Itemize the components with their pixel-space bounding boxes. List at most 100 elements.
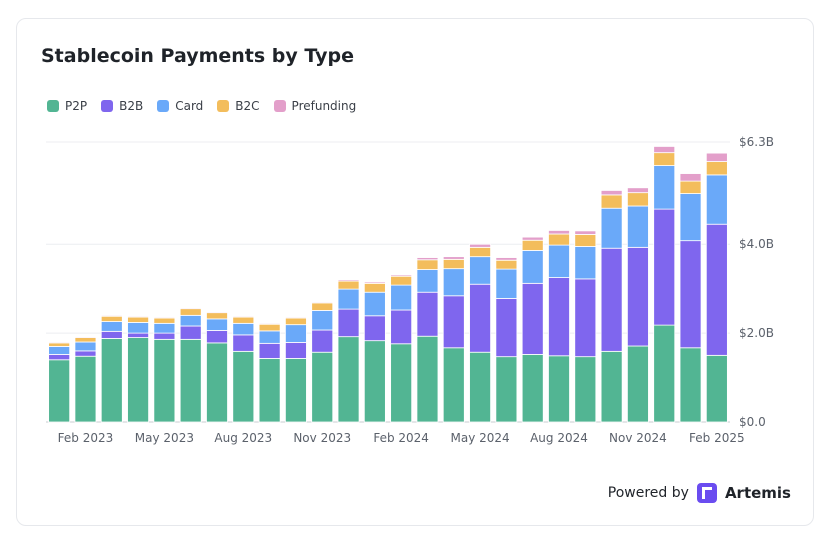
bar-segment [627, 246, 649, 347]
brand-name[interactable]: Artemis [724, 484, 791, 502]
bar-segment [74, 341, 97, 352]
bar-segment [679, 347, 702, 423]
bar-segment [258, 342, 281, 359]
legend-item-p2p[interactable]: P2P [47, 99, 87, 113]
bar-segment [127, 315, 150, 318]
bar-segment [705, 223, 728, 356]
bar-segment [627, 192, 649, 207]
bar-segment [232, 315, 255, 318]
bar-segment [574, 234, 597, 247]
chart-title: Stablecoin Payments by Type [41, 45, 354, 67]
bar-segment [705, 152, 728, 162]
x-tick-label: Feb 2025 [689, 431, 745, 445]
bar-segment [74, 350, 97, 357]
bar-segment [574, 230, 597, 235]
bar-segment [153, 322, 176, 334]
bar-segment [337, 280, 360, 290]
bar-segment [653, 146, 676, 154]
bar-segment [311, 302, 334, 311]
bar-segment [337, 279, 360, 282]
bar-segment [179, 338, 202, 423]
bar-segment [100, 338, 123, 423]
bar-segment [48, 354, 71, 361]
bar-segment [258, 330, 281, 344]
bar-segment [337, 336, 360, 423]
legend-swatch-b2b [101, 100, 114, 112]
bar-segment [179, 307, 202, 310]
bar-segment [206, 342, 228, 423]
bar-segment [284, 358, 307, 423]
bar-segment [548, 355, 570, 423]
bar-segment [127, 337, 150, 423]
bar-segment [705, 161, 728, 176]
bar-segment [100, 321, 123, 332]
bar-segment [416, 291, 439, 337]
bar-segment [363, 315, 386, 342]
bar-segment [258, 322, 281, 325]
bar-segment [48, 346, 71, 355]
x-tick-label: Aug 2023 [214, 431, 272, 445]
bar-segment [390, 275, 413, 286]
y-tick-label: $0.0 [739, 415, 766, 429]
bar-segment [600, 190, 623, 196]
bar-segment [469, 351, 491, 423]
bar-segment [48, 359, 71, 423]
bar-segment [311, 351, 334, 423]
legend-label-prefunding: Prefunding [291, 99, 357, 113]
legend-swatch-prefunding [273, 100, 286, 112]
bar-segment [284, 316, 307, 319]
bar-segment [574, 278, 597, 358]
x-tick-label: Aug 2024 [530, 431, 588, 445]
artemis-logo-icon [696, 483, 717, 503]
bar-segment [442, 258, 465, 270]
bar-segment [442, 295, 465, 349]
bar-segment [574, 246, 597, 280]
bar-segment [679, 240, 702, 349]
bar-segment [363, 291, 386, 317]
bar-segment [600, 207, 623, 249]
y-tick-label: $2.0B [739, 326, 774, 340]
bar-segment [705, 354, 728, 423]
bar-segment [74, 336, 97, 338]
legend-item-card[interactable]: Card [157, 99, 203, 113]
bar-segment [469, 246, 491, 258]
bar-segment [74, 337, 97, 343]
bar-segment [363, 282, 386, 293]
bar-segment [627, 205, 649, 248]
bar-segment [232, 316, 255, 324]
bar-segment [390, 284, 413, 311]
bar-segment [416, 335, 439, 423]
bar-segment [206, 311, 228, 314]
bar-segment [521, 239, 544, 251]
x-tick-label: Feb 2024 [373, 431, 429, 445]
bar-segment [153, 338, 176, 423]
bar-segment [469, 256, 491, 285]
bar-segment [495, 257, 518, 261]
legend-label-b2b: B2B [119, 99, 144, 113]
x-tick-label: Nov 2023 [293, 431, 351, 445]
bar-segment [48, 342, 71, 347]
bar-segment [627, 187, 649, 194]
bar-segment [442, 347, 465, 423]
bar-segment [232, 322, 255, 336]
legend-item-prefunding[interactable]: Prefunding [273, 99, 357, 113]
bar-segment [100, 314, 123, 317]
bar-segment [600, 247, 623, 352]
bar-segment [442, 268, 465, 297]
bar-segment [600, 350, 623, 423]
legend-item-b2b[interactable]: B2B [101, 99, 143, 113]
legend-swatch-card [157, 100, 170, 112]
bar-segment [653, 208, 676, 326]
bar-segment [574, 356, 597, 423]
bar-segment [495, 298, 518, 358]
bar-segment [363, 340, 386, 423]
bar-segment [521, 236, 544, 241]
bar-segment [284, 342, 307, 359]
bar-segment [337, 308, 360, 338]
y-tick-label: $6.3B [739, 135, 774, 149]
bar-segment [363, 281, 386, 284]
bar-segment [127, 322, 150, 334]
bar-segment [679, 180, 702, 194]
bar-segment [179, 308, 202, 316]
legend-item-b2c[interactable]: B2C [217, 99, 260, 113]
